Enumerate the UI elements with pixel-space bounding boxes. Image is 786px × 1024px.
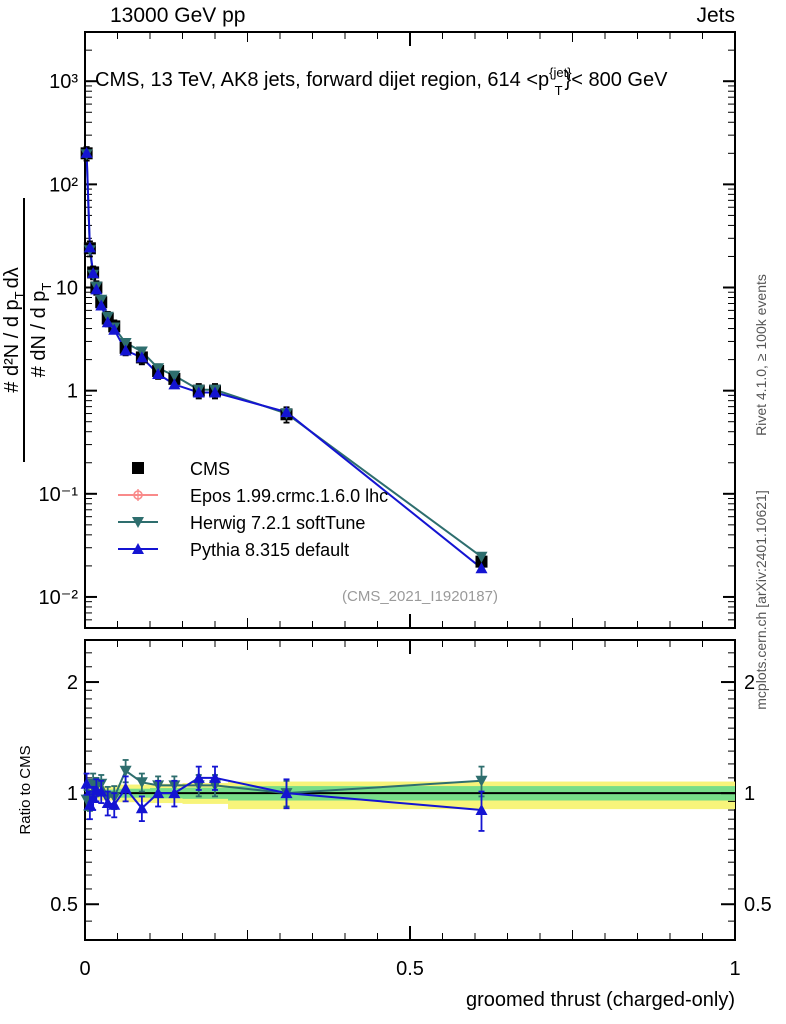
- main-point-3-4: [95, 299, 108, 311]
- y-tick-label-ratio-right-1: 1: [744, 783, 755, 805]
- ratio-point-1-4: [95, 785, 108, 797]
- main-plot-title: CMS, 13 TeV, AK8 jets, forward dijet reg…: [95, 65, 668, 98]
- main-point-3-2: [87, 267, 100, 279]
- ratio-point-1-6: [108, 798, 121, 810]
- y-tick-label-main-5: 10⁻²: [39, 587, 79, 609]
- main-point-3-9: [152, 368, 165, 380]
- dataset-watermark: (CMS_2021_I1920187): [342, 588, 498, 605]
- legend-label-1: Epos 1.99.crmc.1.6.0 lhc: [190, 486, 388, 506]
- y-tick-label-main-4: 10⁻¹: [39, 484, 79, 506]
- main-point-2-7: [119, 337, 132, 349]
- y-axis-numerator: # d²N / d pTdλ: [1, 267, 27, 392]
- main-point-3-0: [80, 146, 93, 158]
- ratio-axis-label: Ratio to CMS: [17, 745, 34, 834]
- legend-label-0: CMS: [190, 459, 230, 479]
- y-tick-label-main-2: 10: [56, 278, 78, 300]
- legend-marker-0: [132, 462, 144, 474]
- main-point-3-5: [101, 316, 114, 328]
- x-tick-label-1: 0.5: [396, 958, 424, 980]
- main-point-3-1: [83, 241, 96, 253]
- y-tick-label-ratio-1: 1: [67, 783, 78, 805]
- ratio-point-1-7: [119, 782, 132, 794]
- legend-marker-2: [132, 517, 144, 528]
- y-tick-label-ratio-0: 2: [67, 672, 78, 694]
- y-tick-label-ratio-2: 0.5: [50, 894, 78, 916]
- ratio-point-1-2: [87, 792, 100, 804]
- ratio-point-1-0: [80, 777, 93, 789]
- ratio-point-1-11: [192, 771, 205, 783]
- main-point-3-8: [135, 351, 148, 363]
- main-plot-frame: [84, 31, 736, 629]
- y-tick-label-ratio-right-0: 2: [744, 672, 755, 694]
- rivet-version-caption: Rivet 4.1.0, ≥ 100k events: [753, 274, 769, 436]
- y-tick-label-main-3: 1: [67, 381, 78, 403]
- x-axis-label: groomed thrust (charged-only): [466, 989, 735, 1011]
- header-right-label: Jets: [696, 4, 735, 27]
- main-point-3-6: [108, 323, 121, 335]
- ratio-point-1-9: [152, 787, 165, 799]
- legend-label-3: Pythia 8.315 default: [190, 540, 349, 560]
- x-tick-label-0: 0: [79, 958, 90, 980]
- y-tick-label-main-1: 10²: [49, 174, 78, 196]
- legend-label-2: Herwig 7.2.1 softTune: [190, 513, 365, 533]
- ratio-point-0-7: [119, 765, 132, 777]
- ratio-point-1-1: [83, 798, 96, 810]
- main-point-2-10: [168, 370, 181, 382]
- ratio-point-0-8: [135, 777, 148, 789]
- main-point-3-11: [192, 386, 205, 398]
- main-point-3-12: [209, 386, 221, 398]
- header-left-label: 13000 GeV pp: [110, 4, 245, 27]
- ratio-point-1-13: [280, 787, 293, 799]
- main-point-3-7: [119, 344, 132, 356]
- main-point-3-3: [90, 283, 103, 295]
- main-point-2-14: [475, 551, 488, 563]
- ratio-point-1-10: [168, 787, 181, 799]
- main-point-3-14: [475, 562, 488, 574]
- y-axis-denominator: # dN / d pT: [28, 283, 54, 378]
- mcplots-caption: mcplots.cern.ch [arXiv:2401.10621]: [753, 490, 769, 709]
- y-tick-label-main-0: 10³: [49, 71, 78, 93]
- legend-marker-3: [132, 543, 144, 554]
- x-tick-label-2: 1: [729, 958, 740, 980]
- main-point-3-13: [280, 406, 293, 418]
- ratio-point-1-14: [475, 804, 488, 816]
- ratio-point-1-12: [209, 771, 221, 783]
- y-axis-label-main: # d²N / d pTdλ# dN / d pT: [1, 198, 54, 462]
- y-tick-label-ratio-right-2: 0.5: [744, 894, 772, 916]
- main-point-3-10: [168, 378, 181, 390]
- ratio-point-1-8: [135, 802, 148, 814]
- ratio-point-0-14: [475, 775, 488, 787]
